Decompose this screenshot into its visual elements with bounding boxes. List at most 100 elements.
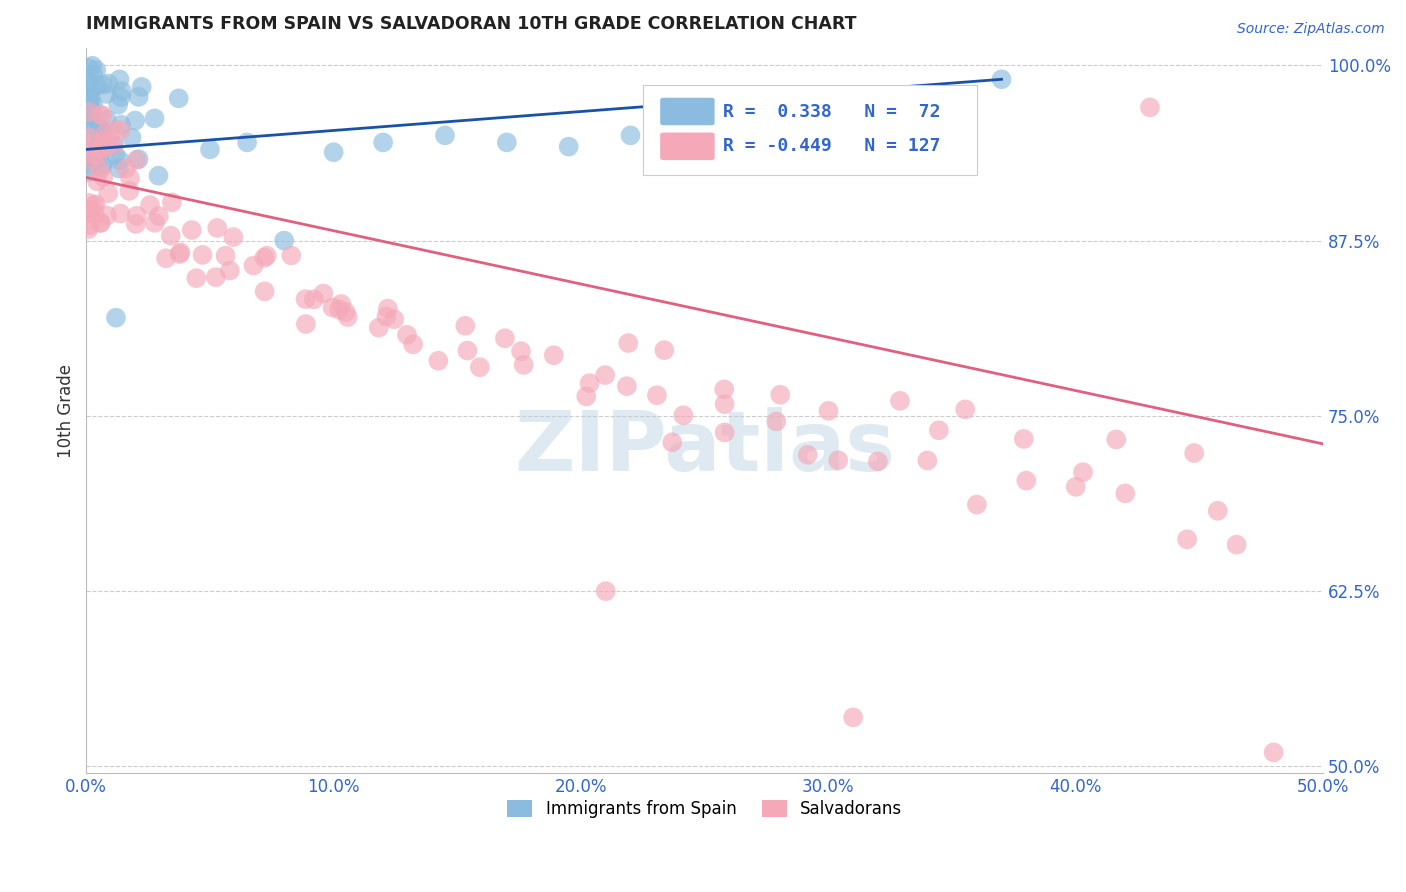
Point — [1175, 533, 1198, 547]
Point — [80, 102, 103, 116]
Point — [80, 93, 103, 107]
Point — [713, 382, 735, 396]
Point — [322, 301, 344, 315]
Point — [77, 206, 100, 220]
Point — [186, 271, 208, 285]
Point — [94, 126, 117, 140]
Point — [842, 710, 865, 724]
Point — [89, 108, 111, 122]
Point — [495, 136, 517, 150]
Point — [87, 147, 110, 161]
Point — [80, 153, 103, 167]
Point — [83, 198, 105, 212]
Point — [180, 223, 202, 237]
Point — [256, 249, 278, 263]
Point — [672, 409, 695, 423]
Point — [205, 221, 228, 235]
Point — [90, 136, 112, 150]
Point — [79, 136, 101, 151]
Point — [842, 131, 865, 145]
Point — [616, 379, 638, 393]
Point — [222, 230, 245, 244]
Point — [645, 388, 668, 402]
Legend: Immigrants from Spain, Salvadorans: Immigrants from Spain, Salvadorans — [499, 792, 910, 827]
Point — [90, 216, 112, 230]
Point — [103, 123, 125, 137]
Point — [1114, 486, 1136, 500]
Point — [827, 453, 849, 467]
Point — [90, 145, 112, 159]
Point — [218, 263, 240, 277]
Point — [953, 402, 976, 417]
Point — [125, 217, 148, 231]
Point — [661, 435, 683, 450]
Point — [1071, 465, 1094, 479]
Point — [79, 159, 101, 173]
Point — [198, 142, 221, 156]
Point — [110, 90, 132, 104]
FancyBboxPatch shape — [643, 85, 977, 176]
Point — [96, 112, 118, 127]
Point — [89, 122, 111, 136]
Point — [302, 293, 325, 307]
FancyBboxPatch shape — [661, 133, 714, 160]
Point — [108, 72, 131, 87]
Point — [817, 404, 839, 418]
Point — [169, 245, 191, 260]
Point — [204, 270, 226, 285]
Point — [91, 159, 114, 173]
Point — [82, 147, 104, 161]
Point — [91, 159, 114, 173]
Point — [148, 209, 170, 223]
Point — [143, 112, 166, 126]
Point — [148, 169, 170, 183]
Point — [155, 252, 177, 266]
Y-axis label: 10th Grade: 10th Grade — [58, 364, 75, 458]
Point — [769, 388, 792, 402]
Point — [1139, 100, 1161, 114]
Point — [328, 302, 350, 317]
Point — [377, 301, 399, 316]
Point — [89, 163, 111, 178]
Point — [103, 138, 125, 153]
Point — [96, 209, 118, 223]
Point — [89, 216, 111, 230]
Point — [77, 222, 100, 236]
Point — [214, 249, 236, 263]
Point — [87, 142, 110, 156]
Point — [79, 202, 101, 217]
Point — [494, 331, 516, 345]
Point — [80, 153, 103, 167]
Point — [990, 72, 1012, 87]
Point — [1206, 504, 1229, 518]
Point — [93, 140, 115, 154]
Point — [91, 169, 114, 184]
Point — [121, 130, 143, 145]
Point — [512, 358, 534, 372]
Point — [765, 414, 787, 428]
Point — [322, 145, 344, 160]
Point — [295, 317, 318, 331]
Point — [454, 318, 477, 333]
Point — [125, 209, 148, 223]
Point — [110, 118, 132, 132]
Point — [82, 67, 104, 81]
Point — [966, 498, 988, 512]
Point — [97, 77, 120, 91]
Point — [79, 130, 101, 145]
Point — [593, 368, 616, 383]
Point — [84, 153, 107, 167]
Point — [91, 108, 114, 122]
Point — [80, 82, 103, 96]
Point — [77, 109, 100, 123]
Point — [110, 123, 132, 137]
Point — [375, 310, 398, 324]
Point — [107, 97, 129, 112]
Point — [89, 136, 111, 151]
Point — [91, 78, 114, 92]
Point — [128, 90, 150, 104]
Point — [84, 62, 107, 77]
Point — [796, 448, 818, 462]
Point — [110, 206, 132, 220]
Point — [253, 285, 276, 299]
